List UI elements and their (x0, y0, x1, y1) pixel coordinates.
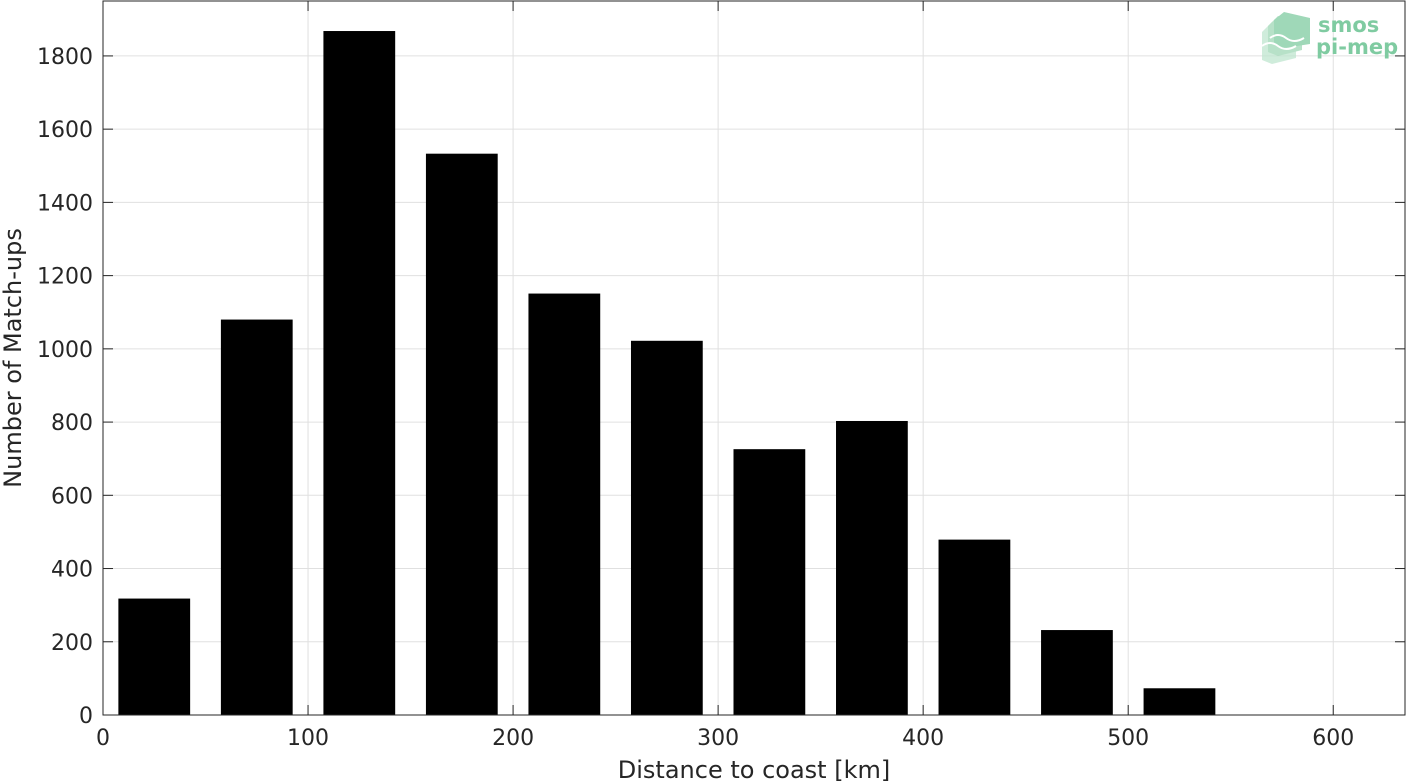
y-tick-label: 400 (51, 558, 93, 583)
y-tick-label: 1800 (37, 45, 93, 70)
x-tick-label: 0 (96, 726, 110, 751)
bar (630, 340, 703, 715)
bar (118, 598, 191, 715)
y-tick-label: 800 (51, 411, 93, 436)
y-tick-label: 1200 (37, 265, 93, 290)
bar (323, 31, 396, 716)
y-tick-label: 1000 (37, 338, 93, 363)
bar (528, 293, 601, 715)
y-axis-label: Number of Match-ups (0, 228, 27, 488)
tick-marks (102, 1, 1405, 716)
x-tick-label: 300 (697, 726, 739, 751)
x-tick-label: 200 (492, 726, 534, 751)
y-tick-label: 1600 (37, 118, 93, 143)
y-tick-label: 1400 (37, 191, 93, 216)
logo-text-smos: smos (1318, 13, 1379, 37)
smos-pimep-logo: smos pi-mep (1261, 12, 1398, 64)
y-tick-label: 200 (51, 631, 93, 656)
x-tick-label: 400 (902, 726, 944, 751)
bar (425, 153, 498, 715)
y-tick-label: 0 (79, 704, 93, 729)
grid-lines (103, 1, 1405, 715)
bar (733, 449, 806, 715)
plot-frame (102, 0, 1406, 716)
x-tick-label: 100 (287, 726, 329, 751)
x-tick-label: 600 (1312, 726, 1354, 751)
y-tick-label: 600 (51, 484, 93, 509)
bar (1143, 688, 1216, 715)
bar (220, 319, 293, 715)
bar (1041, 630, 1113, 715)
bars-group (118, 31, 1216, 716)
bar (836, 420, 908, 715)
x-tick-label: 500 (1107, 726, 1149, 751)
y-tick-labels: 0 200 400 600 800 1000 1200 1400 1600 1800 (37, 45, 93, 729)
x-axis-label: Distance to coast [km] (618, 756, 890, 783)
logo-layers-icon (1261, 12, 1310, 64)
logo-text-pimep: pi-mep (1316, 35, 1398, 59)
x-tick-labels: 0 100 200 300 400 500 600 (96, 726, 1354, 751)
bar (938, 539, 1011, 715)
